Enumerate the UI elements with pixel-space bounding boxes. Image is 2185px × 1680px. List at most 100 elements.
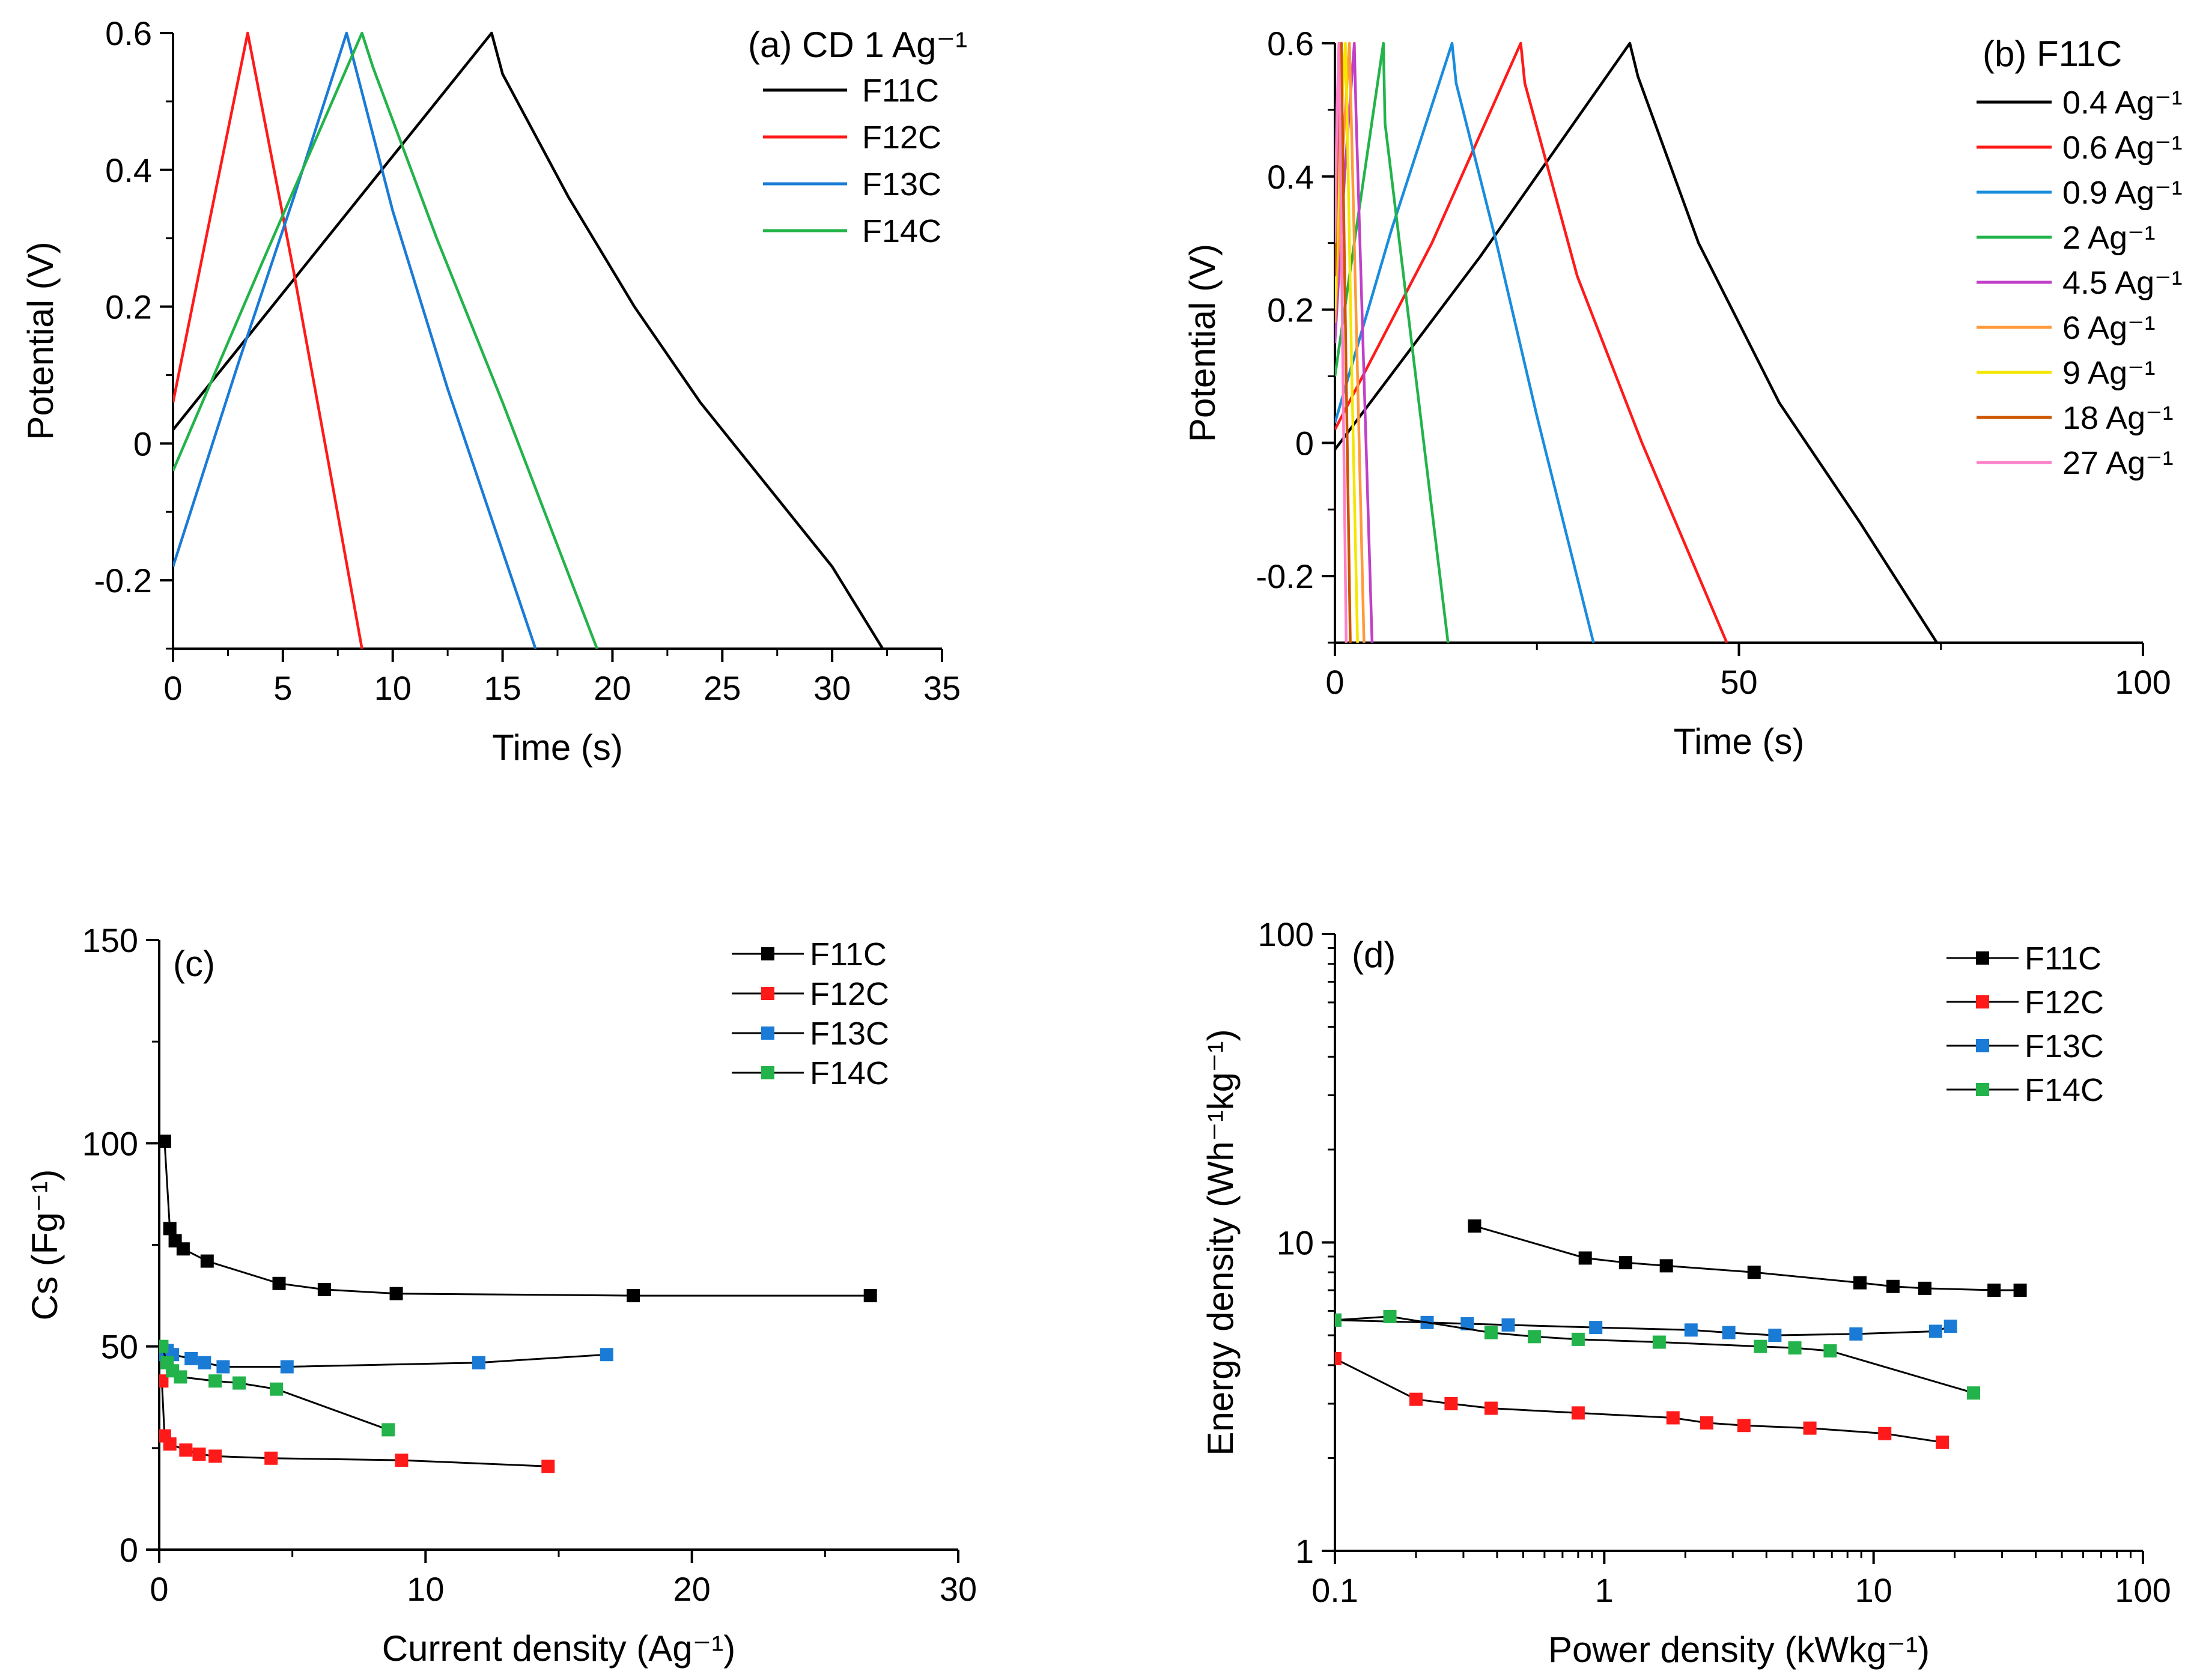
- y-tick-label: 0.2: [1267, 291, 1314, 329]
- y-tick-label: 0.4: [1267, 158, 1314, 196]
- data-point-f14c: [1823, 1344, 1837, 1358]
- x-tick-label: 15: [484, 669, 521, 707]
- x-axis-label: Time (s): [492, 727, 623, 768]
- x-tick-label: 5: [273, 669, 292, 707]
- data-point-f13c: [1589, 1321, 1603, 1335]
- x-tick-label: 50: [1720, 663, 1757, 701]
- data-point-f14c: [1484, 1326, 1498, 1339]
- x-tick-label: 0: [163, 669, 182, 707]
- data-point-f11c: [1918, 1281, 1931, 1295]
- data-point-f14c: [232, 1376, 246, 1390]
- data-point-f12c: [208, 1449, 222, 1463]
- data-point-f11c: [389, 1287, 403, 1300]
- series-line-9-ag: [1335, 41, 1359, 643]
- x-tick-label: 30: [940, 1570, 977, 1608]
- y-tick-label: -0.2: [94, 562, 153, 599]
- data-point-f11c: [1853, 1276, 1867, 1290]
- data-point-f12c: [1700, 1416, 1713, 1430]
- data-point-f12c: [1666, 1411, 1680, 1425]
- data-point-f12c: [264, 1451, 278, 1465]
- x-tick-label: 10: [374, 669, 412, 707]
- series-line-f13c: [173, 31, 537, 649]
- data-point-f11c: [1747, 1266, 1761, 1279]
- data-point-f13c: [1849, 1327, 1863, 1341]
- x-tick-label: 35: [923, 669, 961, 707]
- data-point-f12c: [1936, 1436, 1949, 1449]
- data-point-f11c: [159, 1134, 171, 1148]
- legend-label-6-ag: 6 Ag⁻¹: [2062, 310, 2156, 346]
- series-group: [173, 31, 884, 649]
- y-tick-label: 0.6: [105, 14, 152, 52]
- legend-label-f12c: F12C: [862, 120, 941, 156]
- data-point-f12c: [1803, 1421, 1817, 1435]
- legend-label-f14c: F14C: [2025, 1072, 2104, 1108]
- data-point-f14c: [1335, 1313, 1342, 1327]
- y-tick-label: 0: [1295, 424, 1314, 462]
- y-tick-label: 0.6: [1267, 25, 1314, 62]
- x-axis-label: Time (s): [1674, 721, 1805, 762]
- data-point-f12c: [1571, 1406, 1585, 1420]
- data-point-f14c: [1652, 1335, 1666, 1349]
- legend-marker-f11c: [1976, 951, 1989, 965]
- series-line-f11c: [173, 31, 884, 649]
- x-tick-label: 1: [1595, 1571, 1614, 1609]
- data-point-f14c: [270, 1382, 284, 1396]
- data-point-f11c: [1886, 1279, 1900, 1293]
- data-point-f12c: [163, 1437, 177, 1451]
- series-line-0-4-ag: [1335, 41, 1938, 643]
- data-point-f12c: [1484, 1401, 1498, 1415]
- legend-marker-f14c: [1976, 1083, 1989, 1096]
- y-tick-label: 0: [120, 1531, 138, 1569]
- legend-marker-f11c: [761, 947, 774, 960]
- data-point-f13c: [472, 1356, 485, 1369]
- panel-a: 0 5 10 15 20 25 30 35 -0.2 0 0.2 0.4 0.6 Time (s) Pote…: [20, 14, 967, 768]
- data-point-f13c: [600, 1348, 613, 1362]
- legend-label-f14c: F14C: [862, 213, 941, 249]
- data-point-f12c: [395, 1454, 409, 1467]
- data-point-f14c: [1754, 1339, 1767, 1353]
- legend-label-27-ag: 27 Ag⁻¹: [2062, 445, 2174, 481]
- data-point-f11c: [176, 1242, 190, 1256]
- data-point-f12c: [192, 1447, 206, 1461]
- data-point-f13c: [1460, 1317, 1474, 1330]
- data-point-f14c: [1571, 1332, 1585, 1346]
- x-axis-label: Current density (Ag⁻¹): [382, 1628, 736, 1669]
- panel-title: (b) F11C: [1983, 34, 2122, 74]
- data-point-f11c: [627, 1289, 640, 1303]
- y-tick-label: 10: [1277, 1224, 1314, 1262]
- data-point-f11c: [317, 1282, 331, 1296]
- x-tick-label: 0.1: [1311, 1571, 1358, 1609]
- data-point-f11c: [163, 1222, 177, 1236]
- legend-label-2-ag: 2 Ag⁻¹: [2062, 220, 2156, 256]
- data-point-f14c: [1967, 1386, 1981, 1400]
- legend-label-0-6-ag: 0.6 Ag⁻¹: [2062, 130, 2183, 166]
- data-point-f14c: [381, 1423, 395, 1437]
- series-line-f11c: [1474, 1225, 2020, 1291]
- x-tick-label: 10: [407, 1570, 444, 1608]
- data-point-f13c: [1501, 1318, 1515, 1332]
- legend-label-f12c: F12C: [810, 976, 889, 1012]
- x-tick-label: 20: [594, 669, 631, 707]
- data-point-f12c: [1335, 1351, 1342, 1365]
- legend-marker-f12c: [761, 987, 774, 1000]
- legend-label-f11c: F11C: [2025, 941, 2101, 977]
- y-tick-label: 1: [1295, 1532, 1314, 1570]
- legend-label-f12c: F12C: [2025, 984, 2104, 1020]
- x-tick-label: 25: [704, 669, 741, 707]
- y-tick-label: -0.2: [1256, 557, 1314, 595]
- data-point-f11c: [1659, 1259, 1673, 1273]
- x-tick-label: 0: [150, 1570, 168, 1608]
- series-group: [159, 1134, 877, 1473]
- legend-label-4-5-ag: 4.5 Ag⁻¹: [2062, 265, 2183, 301]
- data-point-f11c: [863, 1289, 877, 1303]
- y-tick-label: 0.2: [105, 288, 152, 326]
- legend-marker-f13c: [761, 1026, 774, 1040]
- data-point-f13c: [216, 1360, 230, 1374]
- series-line-0-6-ag: [1335, 41, 1728, 643]
- legend-label-f11c: F11C: [862, 73, 939, 109]
- series-line-f12c: [173, 31, 363, 649]
- y-tick-label: 50: [101, 1328, 138, 1366]
- legend-label-f14c: F14C: [810, 1055, 889, 1091]
